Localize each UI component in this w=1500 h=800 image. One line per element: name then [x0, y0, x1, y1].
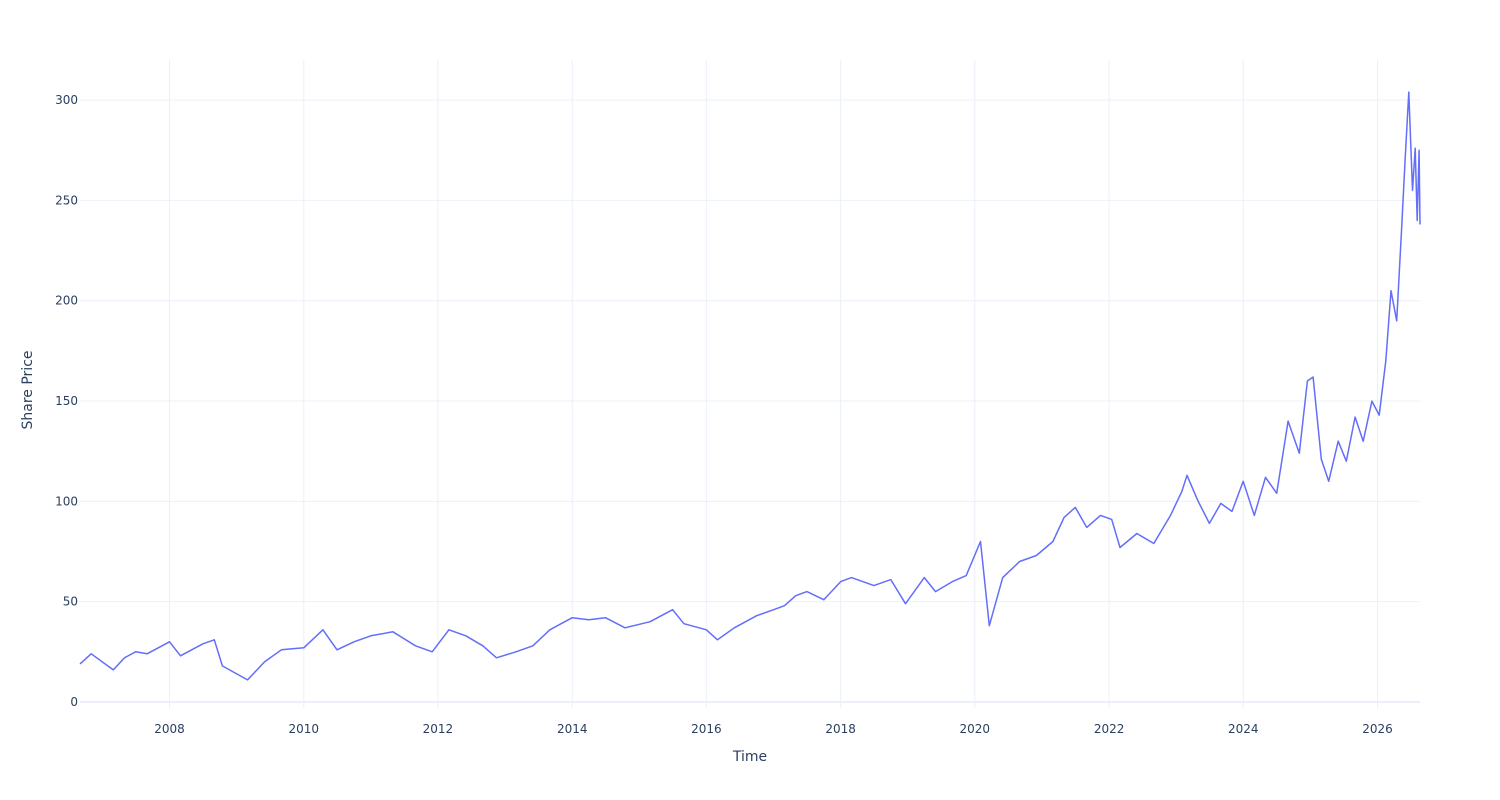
y-axis-title: Share Price [20, 350, 36, 429]
x-tick-label: 2008 [154, 722, 185, 736]
x-tick-label: 2014 [557, 722, 588, 736]
x-axis-tick-labels: 2008 2010 2012 2014 2016 2018 2020 2022 2024 2026 [154, 722, 1393, 736]
y-tick-label: 0 [70, 695, 78, 709]
x-axis-title: Time [732, 749, 767, 765]
x-tick-label: 2018 [825, 722, 856, 736]
series-layer [79, 91, 1421, 681]
y-tick-label: 300 [55, 93, 78, 107]
y-gridlines [80, 99, 1420, 703]
x-tick-label: 2016 [691, 722, 722, 736]
y-tick-label: 250 [55, 193, 78, 207]
y-tick-label: 50 [63, 595, 78, 609]
y-axis-tick-labels: 0 50 100 150 200 250 300 [55, 93, 78, 709]
x-tick-label: 2020 [960, 722, 991, 736]
x-tick-label: 2022 [1094, 722, 1125, 736]
x-tick-label: 2024 [1228, 722, 1259, 736]
y-tick-label: 200 [55, 294, 78, 308]
x-tick-label: 2012 [423, 722, 454, 736]
x-gridlines [168, 60, 1379, 708]
y-tick-label: 150 [55, 394, 78, 408]
share-price-line [79, 91, 1421, 681]
x-tick-label: 2026 [1362, 722, 1393, 736]
y-tick-label: 100 [55, 494, 78, 508]
x-tick-label: 2010 [289, 722, 320, 736]
